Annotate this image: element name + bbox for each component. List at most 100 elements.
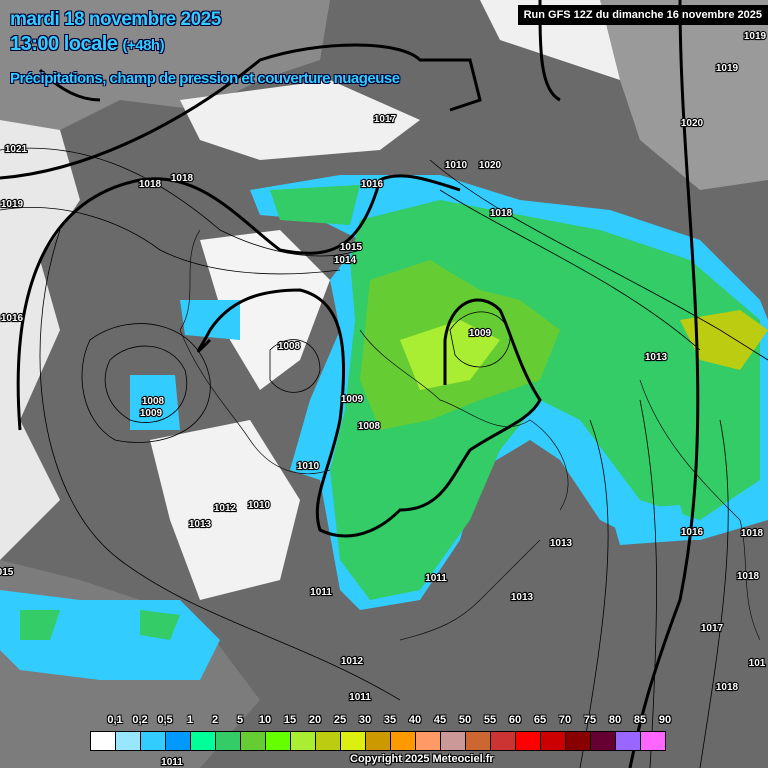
legend-color-swatch	[566, 732, 591, 750]
pressure-label: 1008	[358, 421, 381, 432]
precipitation-legend	[90, 731, 666, 751]
legend-color-swatch	[641, 732, 665, 750]
pressure-label: 1018	[171, 173, 194, 184]
isobars-main	[0, 0, 700, 768]
pressure-label: 1013	[189, 519, 212, 530]
pressure-label: 1013	[645, 352, 668, 363]
pressure-label: 1020	[681, 118, 704, 129]
legend-color-swatch	[341, 732, 366, 750]
legend-color-swatch	[591, 732, 616, 750]
legend-tick-label: 1	[186, 714, 194, 726]
pressure-label: 1019	[744, 31, 767, 42]
pressure-label: 1009	[341, 394, 364, 405]
legend-tick-label: 0,5	[157, 714, 173, 726]
legend-tick-label: 2	[211, 714, 219, 726]
legend-color-swatch	[91, 732, 116, 750]
legend-tick-label: 5	[236, 714, 244, 726]
legend-color-swatch	[491, 732, 516, 750]
legend-tick-label: 35	[383, 714, 397, 726]
legend-color-swatch	[241, 732, 266, 750]
legend-tick-label: 65	[533, 714, 547, 726]
legend-tick-label: 15	[283, 714, 297, 726]
legend-tick-label: 75	[583, 714, 597, 726]
lead-time: (+48h)	[122, 37, 165, 54]
pressure-label: 1018	[716, 682, 739, 693]
legend-color-swatch	[216, 732, 241, 750]
legend-color-swatch	[141, 732, 166, 750]
pressure-label: 1013	[511, 592, 534, 603]
pressure-label: 1018	[737, 571, 760, 582]
legend-tick-label: 30	[358, 714, 372, 726]
model-run-info: Run GFS 12Z du dimanche 16 novembre 2025	[517, 5, 768, 25]
pressure-label: 1016	[1, 313, 24, 324]
legend-tick-label: 0,2	[132, 714, 148, 726]
pressure-label: 1017	[701, 623, 724, 634]
forecast-time: 13:00 locale (+48h)	[10, 33, 165, 56]
pressure-label: 1019	[1, 199, 24, 210]
legend-color-swatch	[191, 732, 216, 750]
local-time: 13:00 locale	[10, 33, 118, 55]
pressure-label: 1011	[310, 587, 332, 598]
pressure-label: 1008	[142, 396, 165, 407]
pressure-label: 1015	[340, 242, 363, 253]
pressure-label: 1017	[374, 114, 397, 125]
pressure-label: 015	[0, 567, 14, 578]
legend-tick-label: 10	[258, 714, 272, 726]
pressure-label: 1011	[349, 692, 371, 703]
pressure-label: 1018	[139, 179, 162, 190]
pressure-label: 1008	[278, 341, 301, 352]
legend-color-swatch	[391, 732, 416, 750]
legend-tick-label: 20	[308, 714, 322, 726]
legend-tick-label: 0,1	[107, 714, 123, 726]
isobars-thin	[0, 147, 768, 768]
pressure-label: 1018	[741, 528, 764, 539]
pressure-label: 1019	[716, 63, 739, 74]
pressure-label: 1013	[550, 538, 573, 549]
legend-color-swatch	[516, 732, 541, 750]
pressure-label: 1016	[681, 527, 704, 538]
legend-tick-label: 80	[608, 714, 622, 726]
legend-color-swatch	[616, 732, 641, 750]
legend-color-swatch	[466, 732, 491, 750]
legend-color-swatch	[166, 732, 191, 750]
map-subtitle: Précipitations, champ de pression et cou…	[10, 70, 400, 87]
legend-tick-label: 50	[458, 714, 472, 726]
coastlines	[179, 229, 761, 641]
legend-tick-label: 60	[508, 714, 522, 726]
legend-color-swatch	[316, 732, 341, 750]
pressure-label: 1020	[479, 160, 502, 171]
legend-tick-label: 45	[433, 714, 447, 726]
copyright: Copyright 2025 Meteociel.fr	[350, 753, 494, 765]
forecast-date: mardi 18 novembre 2025	[10, 9, 221, 30]
pressure-label: 1012	[341, 656, 364, 667]
pressure-label: 1011	[161, 757, 183, 768]
pressure-label: 1010	[445, 160, 468, 171]
legend-color-swatch	[116, 732, 141, 750]
pressure-labels: 1021101910160151018101810171016101010201…	[0, 30, 768, 768]
legend-color-swatch	[266, 732, 291, 750]
legend-tick-label: 40	[408, 714, 422, 726]
pressure-label: 1012	[214, 503, 237, 514]
pressure-label: 1009	[140, 408, 163, 419]
pressure-label: 1014	[334, 255, 357, 266]
precipitation-areas	[0, 175, 768, 680]
legend-tick-label: 85	[633, 714, 647, 726]
pressure-label: 1009	[469, 328, 492, 339]
legend-color-swatch	[366, 732, 391, 750]
legend-tick-label: 70	[558, 714, 572, 726]
pressure-label: 101	[749, 658, 766, 669]
legend-color-swatch	[416, 732, 441, 750]
legend-tick-label: 25	[333, 714, 347, 726]
pressure-label: 1018	[490, 208, 513, 219]
legend-tick-label: 55	[483, 714, 497, 726]
pressure-label: 1011	[425, 573, 447, 584]
legend-tick-label: 90	[658, 714, 672, 726]
legend-color-swatch	[541, 732, 566, 750]
pressure-label: 1016	[361, 179, 384, 190]
legend-color-swatch	[441, 732, 466, 750]
pressure-label: 1021	[5, 144, 28, 155]
pressure-label: 1010	[297, 461, 320, 472]
pressure-label: 1010	[248, 500, 271, 511]
